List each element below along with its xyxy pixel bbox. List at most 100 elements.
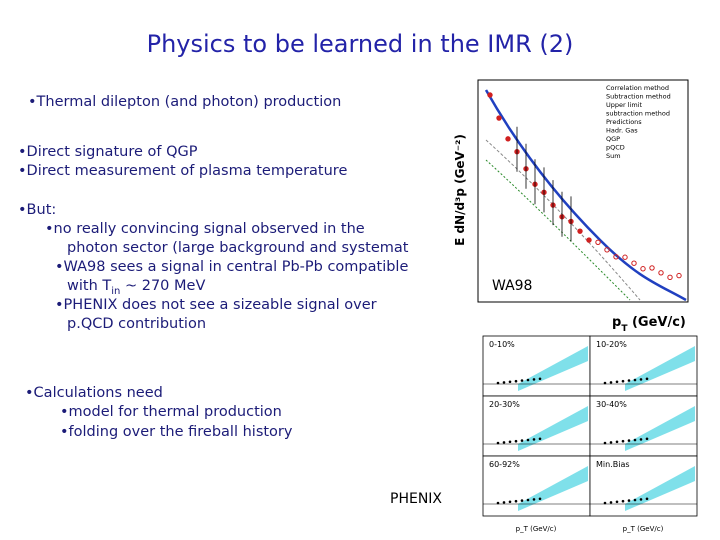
point: [649, 265, 655, 271]
point: [496, 441, 500, 445]
y-axis-label: E dN/d³p (GeV⁻²): [453, 134, 467, 246]
bullet: •Direct measurement of plasma temperatur…: [18, 163, 348, 179]
point: [627, 439, 631, 442]
point: [502, 381, 506, 384]
point: [615, 440, 619, 444]
legend-entry: Subtraction method: [606, 93, 671, 101]
point: [609, 441, 613, 444]
point: [514, 379, 518, 383]
point: [514, 439, 518, 443]
point: [502, 441, 506, 444]
point: [603, 441, 607, 445]
bullet: •Direct signature of QGP: [18, 144, 198, 160]
bullet: •model for thermal production: [60, 404, 282, 420]
bullet-text: with Tin ~ 270 MeV: [67, 279, 205, 297]
point: [613, 254, 619, 260]
point: [538, 437, 542, 441]
point: [622, 254, 628, 260]
point: [502, 501, 506, 504]
legend-entry: pQCD: [606, 144, 625, 152]
point: [496, 381, 500, 385]
bullet: •Thermal dilepton (and photon) productio…: [28, 94, 342, 110]
subscript: in: [111, 285, 121, 297]
bullet: •folding over the fireball history: [60, 424, 293, 440]
band: [518, 466, 588, 511]
point: [658, 270, 664, 276]
bullet-text: photon sector (large background and syst…: [67, 240, 409, 256]
point: [609, 381, 613, 384]
bullet: •no really convincing signal observed in…: [45, 221, 365, 237]
point: [621, 379, 625, 383]
x-axis-label: p_T (GeV/c): [623, 525, 664, 533]
point: [526, 378, 530, 382]
point: [633, 438, 637, 442]
point: [633, 378, 637, 382]
point: [676, 272, 682, 279]
point: [603, 381, 607, 385]
point: [538, 497, 542, 501]
bullet: •PHENIX does not see a sizeable signal o…: [55, 297, 377, 313]
label-part: p: [612, 315, 621, 330]
point: [604, 247, 610, 253]
text: ~ 270 MeV: [120, 278, 206, 294]
point: [526, 498, 530, 502]
point: [640, 266, 646, 272]
panel-label: 0-10%: [489, 340, 515, 349]
figure-label: WA98: [492, 278, 532, 294]
point: [633, 498, 637, 502]
point: [496, 115, 502, 121]
point: [595, 239, 601, 245]
slide-title: Physics to be learned in the IMR (2): [146, 30, 574, 58]
bullet: •Calculations need: [25, 385, 163, 401]
x-axis-label: pT (GeV/c): [612, 315, 686, 334]
bullet-text: p.QCD contribution: [67, 316, 207, 332]
points: [487, 92, 682, 281]
point: [615, 500, 619, 504]
point: [505, 136, 511, 142]
legend-entry: Upper limit: [606, 101, 642, 109]
point: [526, 438, 530, 442]
point: [621, 439, 625, 443]
legend-entry: QGP: [606, 135, 620, 143]
point: [532, 498, 536, 501]
point: [615, 380, 619, 384]
label-part: T: [621, 324, 628, 334]
panel-label: 20-30%: [489, 400, 520, 409]
point: [639, 498, 643, 501]
panel-label: 10-20%: [596, 340, 627, 349]
band: [518, 406, 588, 451]
point: [508, 500, 512, 504]
point: [532, 438, 536, 441]
point: [645, 437, 649, 441]
legend-entry: Predictions: [606, 118, 642, 126]
point: [645, 377, 649, 381]
band: [518, 346, 588, 391]
wa98-frame: [477, 79, 689, 303]
point: [508, 380, 512, 384]
point: [520, 439, 524, 442]
point: [609, 501, 613, 504]
point: [520, 379, 524, 382]
point: [631, 260, 637, 266]
legend-entry: Sum: [606, 152, 621, 160]
label-part: (GeV/c): [627, 315, 685, 330]
panel-label: 30-40%: [596, 400, 627, 409]
point: [627, 379, 631, 382]
panel-label: 60-92%: [489, 460, 520, 469]
point: [603, 501, 607, 505]
point: [627, 499, 631, 502]
panel-label: Min.Bias: [596, 460, 630, 469]
point: [586, 237, 592, 243]
figure-label: PHENIX: [390, 491, 442, 507]
curve: [485, 139, 641, 301]
curve: [485, 159, 631, 301]
point: [645, 497, 649, 501]
legend-entry: subtraction method: [606, 110, 670, 118]
point: [514, 499, 518, 503]
point: [577, 228, 583, 234]
point: [487, 92, 493, 98]
point: [520, 499, 524, 502]
point: [621, 499, 625, 503]
